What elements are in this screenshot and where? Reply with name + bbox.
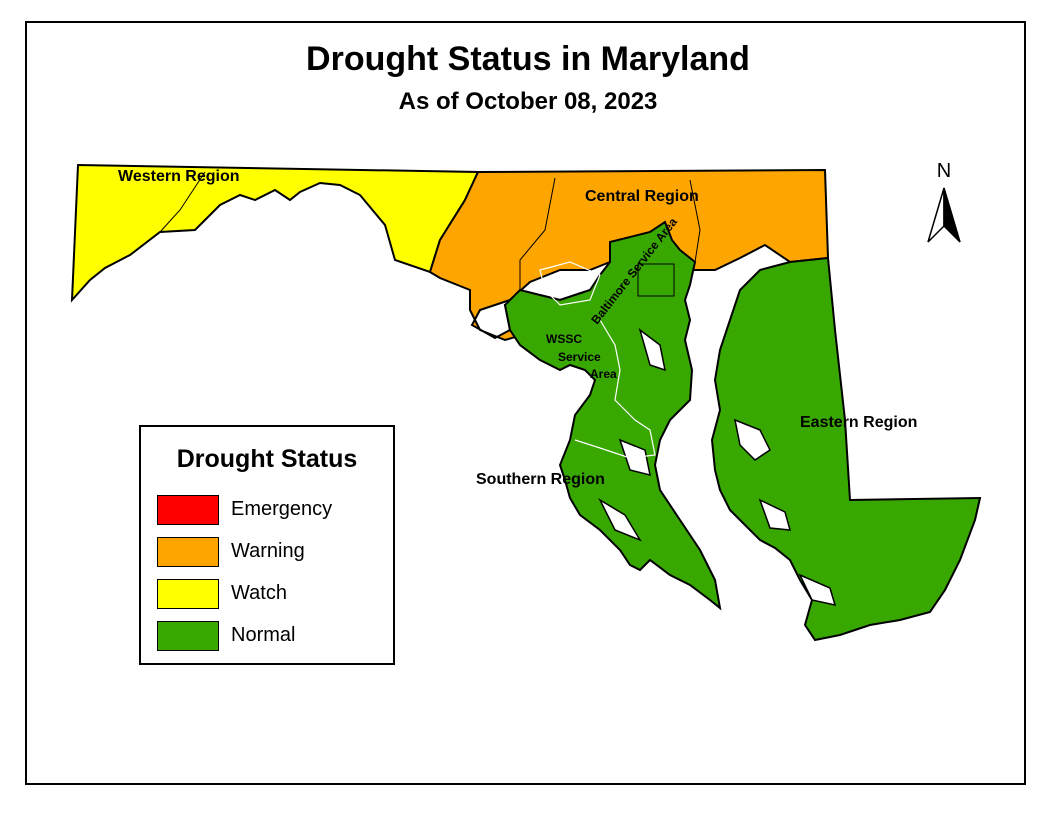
legend: Drought Status Emergency Warning Watch N… [139, 425, 395, 665]
bay-inlet-detail [638, 328, 666, 372]
legend-swatch-normal [157, 621, 219, 651]
county-boundary [689, 179, 701, 263]
map-title: Drought Status in Maryland [306, 40, 750, 78]
service-area-boundary [539, 261, 601, 306]
legend-label: Warning [231, 540, 305, 562]
wssc-label-line-3: Area [590, 367, 617, 381]
county-boundary [519, 177, 556, 290]
legend-label: Watch [231, 582, 287, 604]
western-region-label: Western Region [118, 168, 240, 185]
bay-inlet-detail [733, 418, 771, 461]
north-arrow: N [923, 160, 965, 246]
bay-inlet-detail [598, 498, 642, 542]
legend-swatch-warning [157, 537, 219, 567]
southern-region-label: Southern Region [476, 471, 605, 488]
north-arrow-icon [927, 187, 961, 243]
north-letter: N [936, 160, 952, 182]
legend-swatch-watch [157, 579, 219, 609]
central-region-label: Central Region [585, 188, 699, 205]
wssc-label-line-2: Service [558, 350, 601, 364]
wssc-label-line-1: WSSC [546, 332, 582, 346]
legend-label: Emergency [231, 498, 333, 520]
baltimore-city-box [637, 263, 675, 297]
bay-inlet-detail [798, 573, 837, 607]
legend-swatch-emergency [157, 495, 219, 525]
eastern-region-shape [710, 256, 982, 642]
legend-title: Drought Status [176, 445, 358, 473]
western-region-shape [70, 163, 480, 303]
bay-inlet-detail [758, 498, 792, 531]
western-shore-normal-shape [503, 220, 722, 611]
county-boundary [159, 171, 206, 233]
legend-label: Normal [231, 624, 296, 646]
map-subtitle: As of October 08, 2023 [398, 88, 658, 115]
eastern-region-label: Eastern Region [800, 414, 917, 431]
service-area-boundary [574, 319, 656, 459]
central-region-shape [428, 168, 830, 342]
